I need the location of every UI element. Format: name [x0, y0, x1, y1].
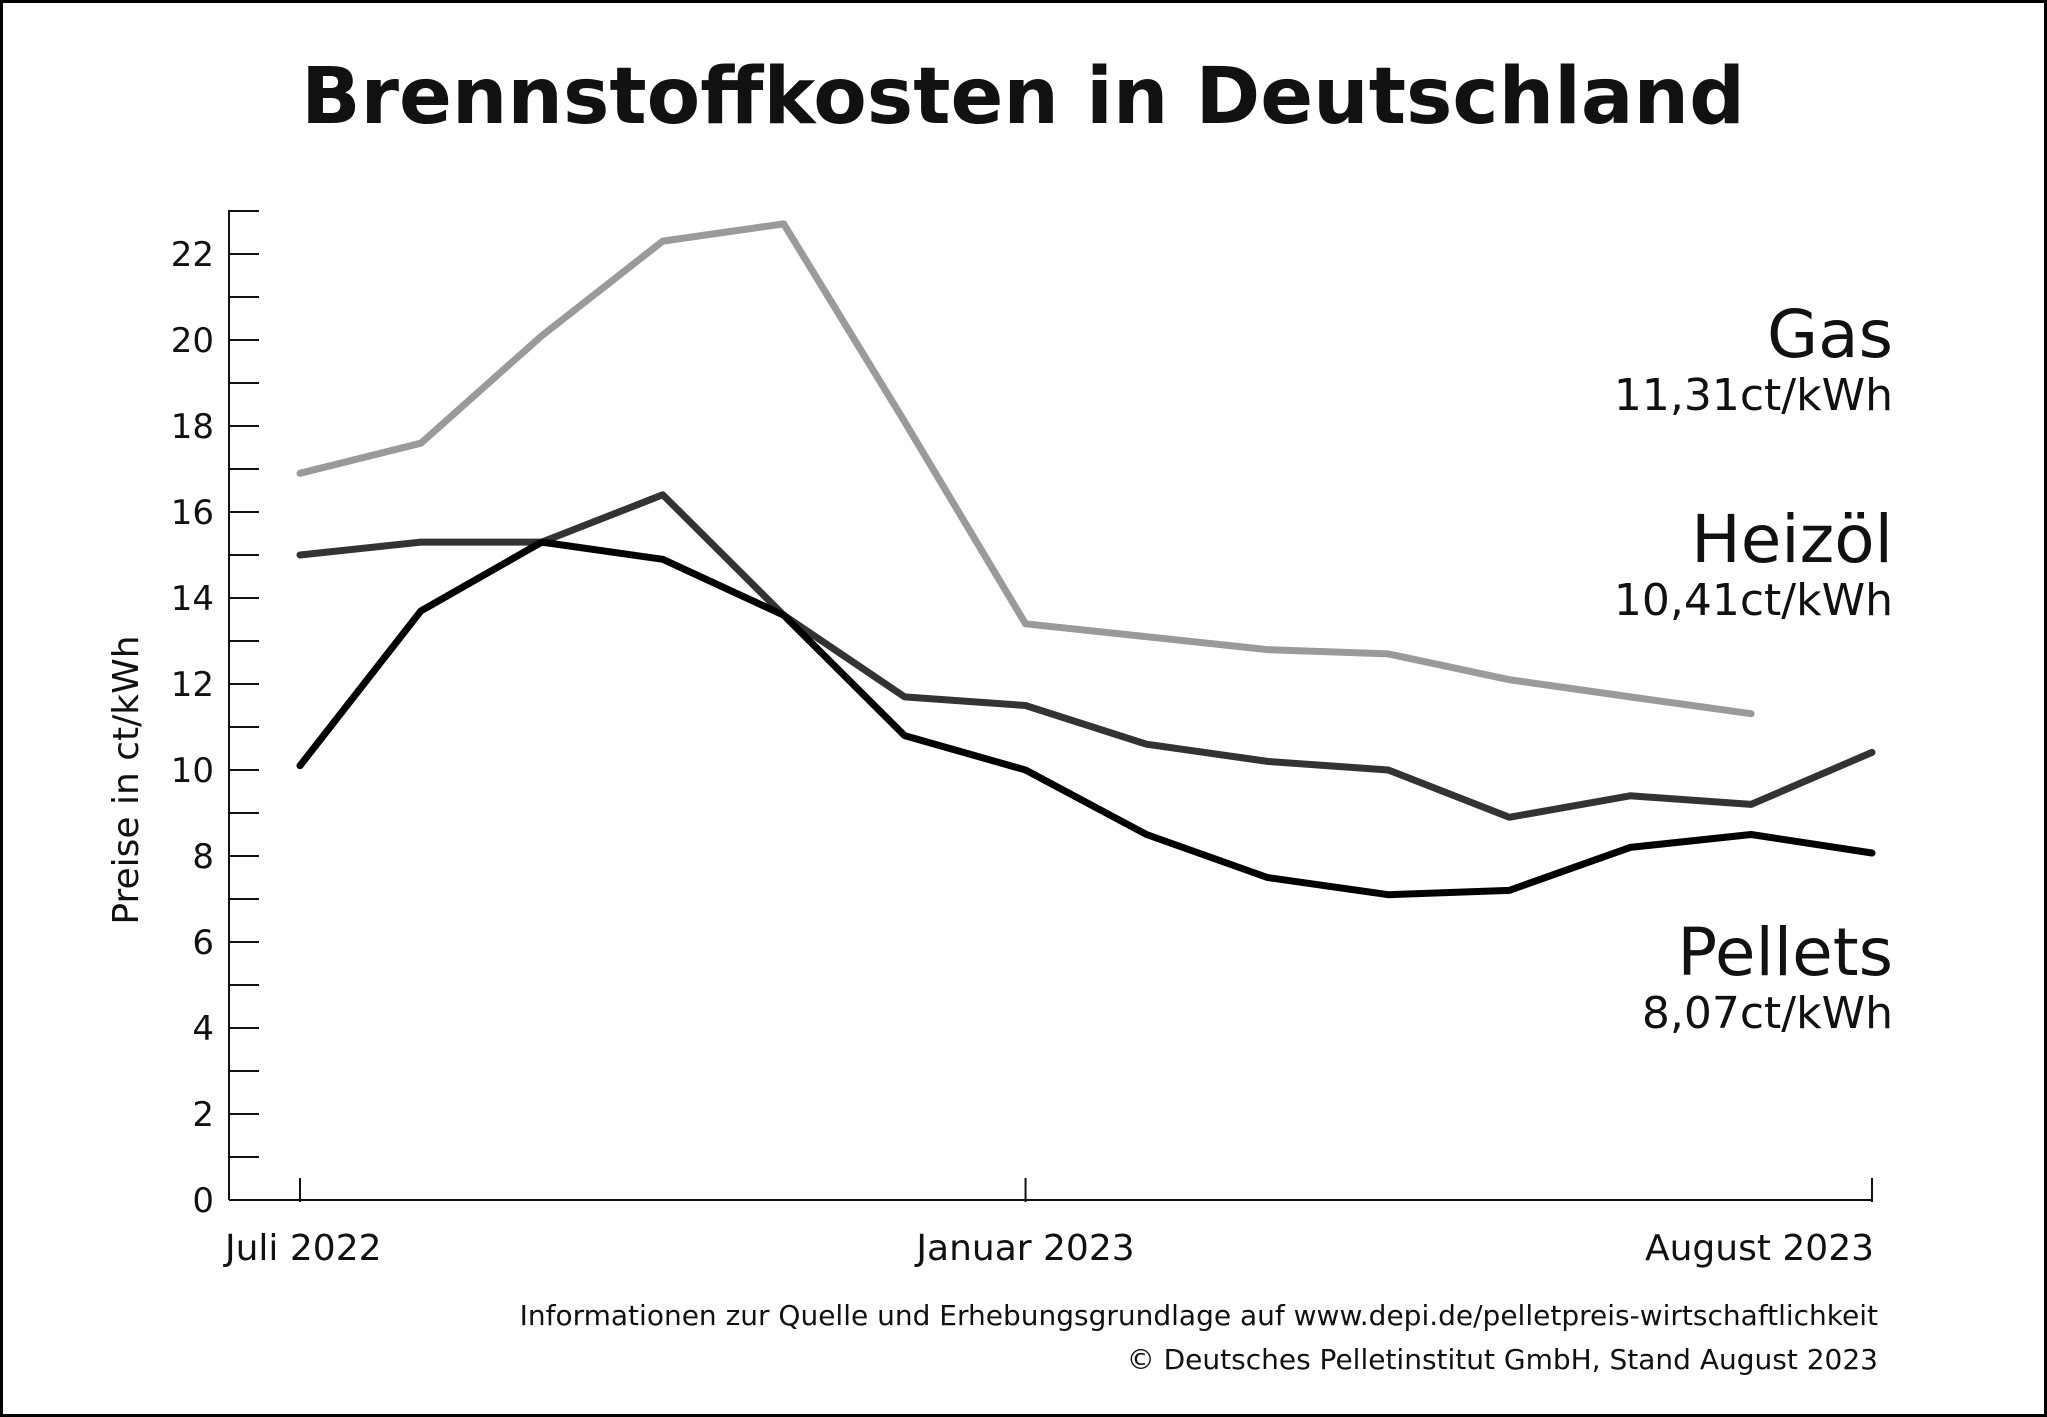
- x-tick-label: Juli 2022: [223, 1228, 382, 1269]
- series-line-heizl: [296, 491, 1876, 821]
- chart-title: Brennstoffkosten in Deutschland: [301, 52, 1745, 142]
- x-tick-label: Januar 2023: [914, 1228, 1134, 1269]
- axes: [228, 210, 1872, 1201]
- series-name-heizl: Heizöl: [1691, 501, 1893, 578]
- y-tick-label: 2: [192, 1095, 214, 1135]
- y-axis-label: Preise in ct/kWh: [106, 635, 147, 924]
- y-tick-label: 16: [171, 493, 214, 533]
- y-tick-label: 14: [171, 579, 214, 619]
- y-tick-label: 6: [192, 923, 214, 963]
- series-value-gas: 11,31ct/kWh: [1614, 370, 1893, 421]
- y-tick-label: 0: [192, 1181, 214, 1221]
- y-tick-label: 18: [171, 407, 214, 447]
- series-line-gas: [296, 220, 1755, 718]
- series-value-pellets: 8,07ct/kWh: [1642, 988, 1893, 1039]
- series-line-pellets: [296, 538, 1876, 899]
- y-axis-ticks: 0 2 4 6 8 10 12 14 16 18 20 22: [171, 210, 259, 1221]
- x-tick-label: August 2023: [1645, 1228, 1874, 1269]
- series-value-heizl: 10,41ct/kWh: [1614, 575, 1893, 626]
- source-note: Informationen zur Quelle und Erhebungsgr…: [520, 1299, 1878, 1332]
- x-axis-ticks: Juli 2022 Januar 2023 August 2023: [223, 1178, 1874, 1269]
- y-tick-label: 22: [171, 235, 214, 275]
- y-tick-label: 4: [192, 1009, 214, 1049]
- copyright-note: © Deutsches Pelletinstitut GmbH, Stand A…: [1127, 1343, 1878, 1376]
- series-lines: [296, 220, 1876, 899]
- series-name-gas: Gas: [1767, 296, 1893, 373]
- y-tick-label: 10: [171, 751, 214, 791]
- y-tick-label: 8: [192, 837, 214, 877]
- y-tick-label: 20: [171, 321, 214, 361]
- series-name-pellets: Pellets: [1677, 914, 1893, 991]
- y-tick-label: 12: [171, 665, 214, 705]
